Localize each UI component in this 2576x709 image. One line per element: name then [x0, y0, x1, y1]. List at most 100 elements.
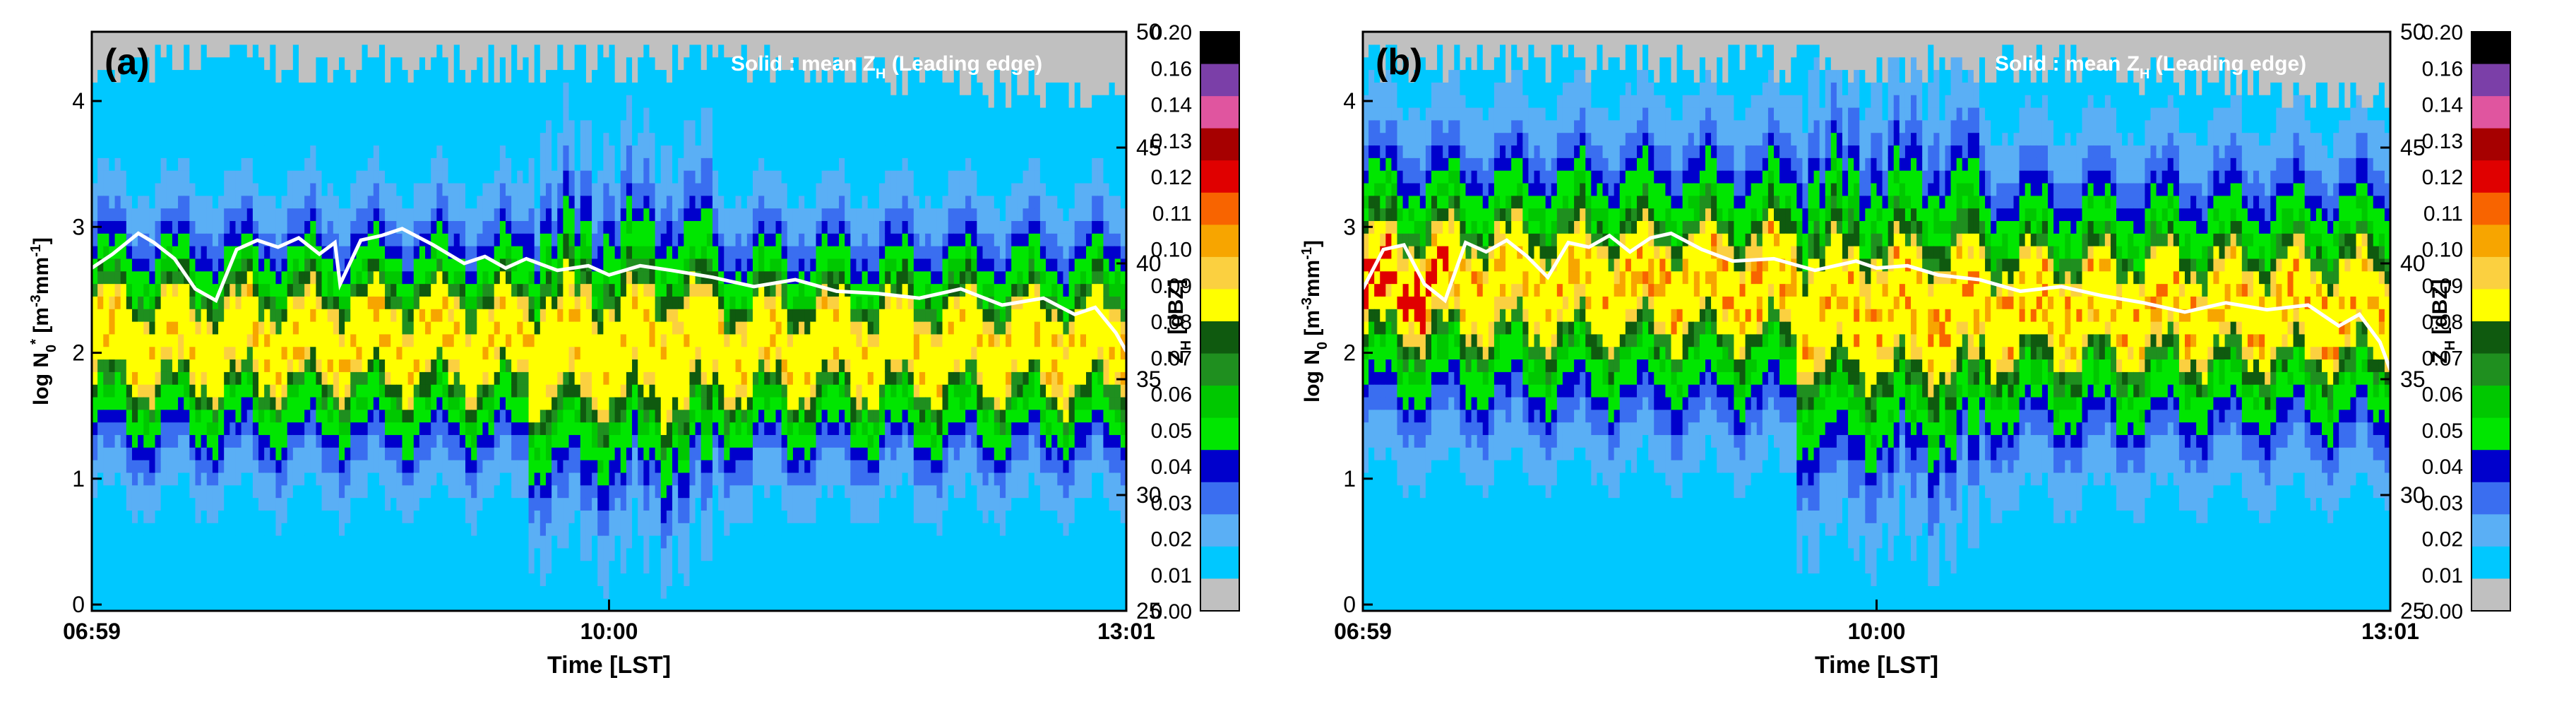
heatmap-cell [292, 371, 299, 385]
heatmap-cell [338, 573, 345, 586]
heatmap-cell [506, 547, 512, 561]
heatmap-cell [338, 182, 345, 196]
heatmap-cell [563, 270, 570, 285]
heatmap-cell [109, 333, 116, 347]
heatmap-cell [338, 472, 345, 486]
heatmap-cell [178, 283, 184, 297]
heatmap-cell [563, 309, 570, 322]
heatmap-cell [551, 434, 558, 448]
heatmap-cell [385, 434, 391, 448]
heatmap-cell [477, 396, 484, 410]
heatmap-cell [321, 270, 328, 285]
heatmap-cell [539, 56, 547, 71]
heatmap-cell [626, 484, 633, 499]
heatmap-cell [603, 208, 610, 221]
heatmap-cell [494, 246, 501, 259]
heatmap-cell [603, 422, 610, 436]
heatmap-cell [109, 170, 116, 184]
heatmap-cell [534, 371, 541, 385]
heatmap-cell [373, 296, 380, 309]
heatmap-cell [506, 321, 512, 335]
heatmap-cell [138, 208, 144, 221]
heatmap-cell [356, 371, 363, 385]
heatmap-cell [178, 44, 184, 58]
heatmap-cell [655, 396, 662, 410]
heatmap-cell [92, 523, 98, 536]
heatmap-cell [321, 182, 328, 196]
heatmap-cell [333, 333, 340, 347]
heatmap-cell [574, 447, 581, 460]
heatmap-cell [378, 258, 386, 272]
heatmap-cell [511, 510, 518, 523]
heatmap-cell [149, 484, 156, 499]
heatmap-cell [436, 535, 443, 549]
heatmap-cell [655, 309, 662, 322]
heatmap-cell [270, 296, 277, 309]
heatmap-cell [488, 371, 495, 385]
heatmap-cell [580, 346, 587, 360]
heatmap-cell [131, 107, 138, 121]
heatmap-cell [488, 233, 495, 246]
heatmap-cell [678, 472, 684, 486]
heatmap-cell [321, 309, 328, 322]
heatmap-cell [425, 434, 431, 448]
heatmap-cell [666, 409, 673, 423]
heatmap-cell [138, 145, 144, 158]
heatmap-cell [229, 598, 237, 612]
heatmap-cell [281, 585, 288, 599]
heatmap-cell [419, 396, 426, 410]
heatmap-cell [672, 82, 679, 95]
heatmap-cell [184, 547, 190, 561]
heatmap-cell [338, 258, 345, 272]
heatmap-cell [390, 585, 397, 599]
heatmap-cell [281, 371, 288, 385]
heatmap-cell [120, 170, 127, 184]
heatmap-cell [292, 246, 299, 259]
heatmap-cell [166, 560, 173, 574]
heatmap-cell [109, 258, 116, 272]
heatmap-cell [362, 95, 369, 108]
heatmap-cell [609, 422, 616, 436]
heatmap-cell [264, 246, 270, 259]
heatmap-cell [597, 573, 604, 586]
heatmap-cell [345, 560, 351, 574]
heatmap-cell [138, 535, 144, 549]
heatmap-cell [114, 145, 121, 158]
heatmap-cell [275, 283, 282, 297]
heatmap-cell [649, 44, 656, 58]
heatmap-cell [333, 32, 340, 45]
heatmap-cell [396, 422, 403, 436]
heatmap-cell [155, 384, 162, 398]
heatmap-cell [597, 321, 604, 335]
heatmap-cell [459, 82, 466, 95]
heatmap-cell [534, 246, 541, 259]
heatmap-cell [310, 220, 317, 234]
heatmap-cell [367, 434, 374, 448]
heatmap-cell [155, 82, 162, 95]
heatmap-cell [517, 409, 524, 423]
heatmap-cell [402, 484, 409, 499]
heatmap-cell [494, 346, 501, 360]
heatmap-cell [499, 296, 506, 309]
heatmap-cell [390, 510, 397, 523]
heatmap-cell [299, 56, 305, 71]
heatmap-cell [224, 296, 230, 309]
heatmap-cell [672, 119, 679, 133]
heatmap-cell [459, 95, 466, 108]
heatmap-cell [551, 32, 558, 45]
heatmap-cell [568, 346, 576, 360]
heatmap-cell [316, 371, 323, 385]
heatmap-cell [264, 145, 270, 158]
heatmap-cell [350, 69, 357, 83]
heatmap-cell [592, 409, 598, 423]
heatmap-cell [431, 157, 437, 171]
heatmap-cell [603, 132, 610, 146]
heatmap-cell [700, 246, 708, 259]
heatmap-cell [539, 585, 547, 599]
heatmap-cell [539, 44, 547, 58]
heatmap-cell [338, 82, 345, 95]
heatmap-cell [431, 547, 437, 561]
heatmap-cell [700, 132, 708, 146]
heatmap-cell [396, 170, 403, 184]
heatmap-cell [517, 396, 524, 410]
